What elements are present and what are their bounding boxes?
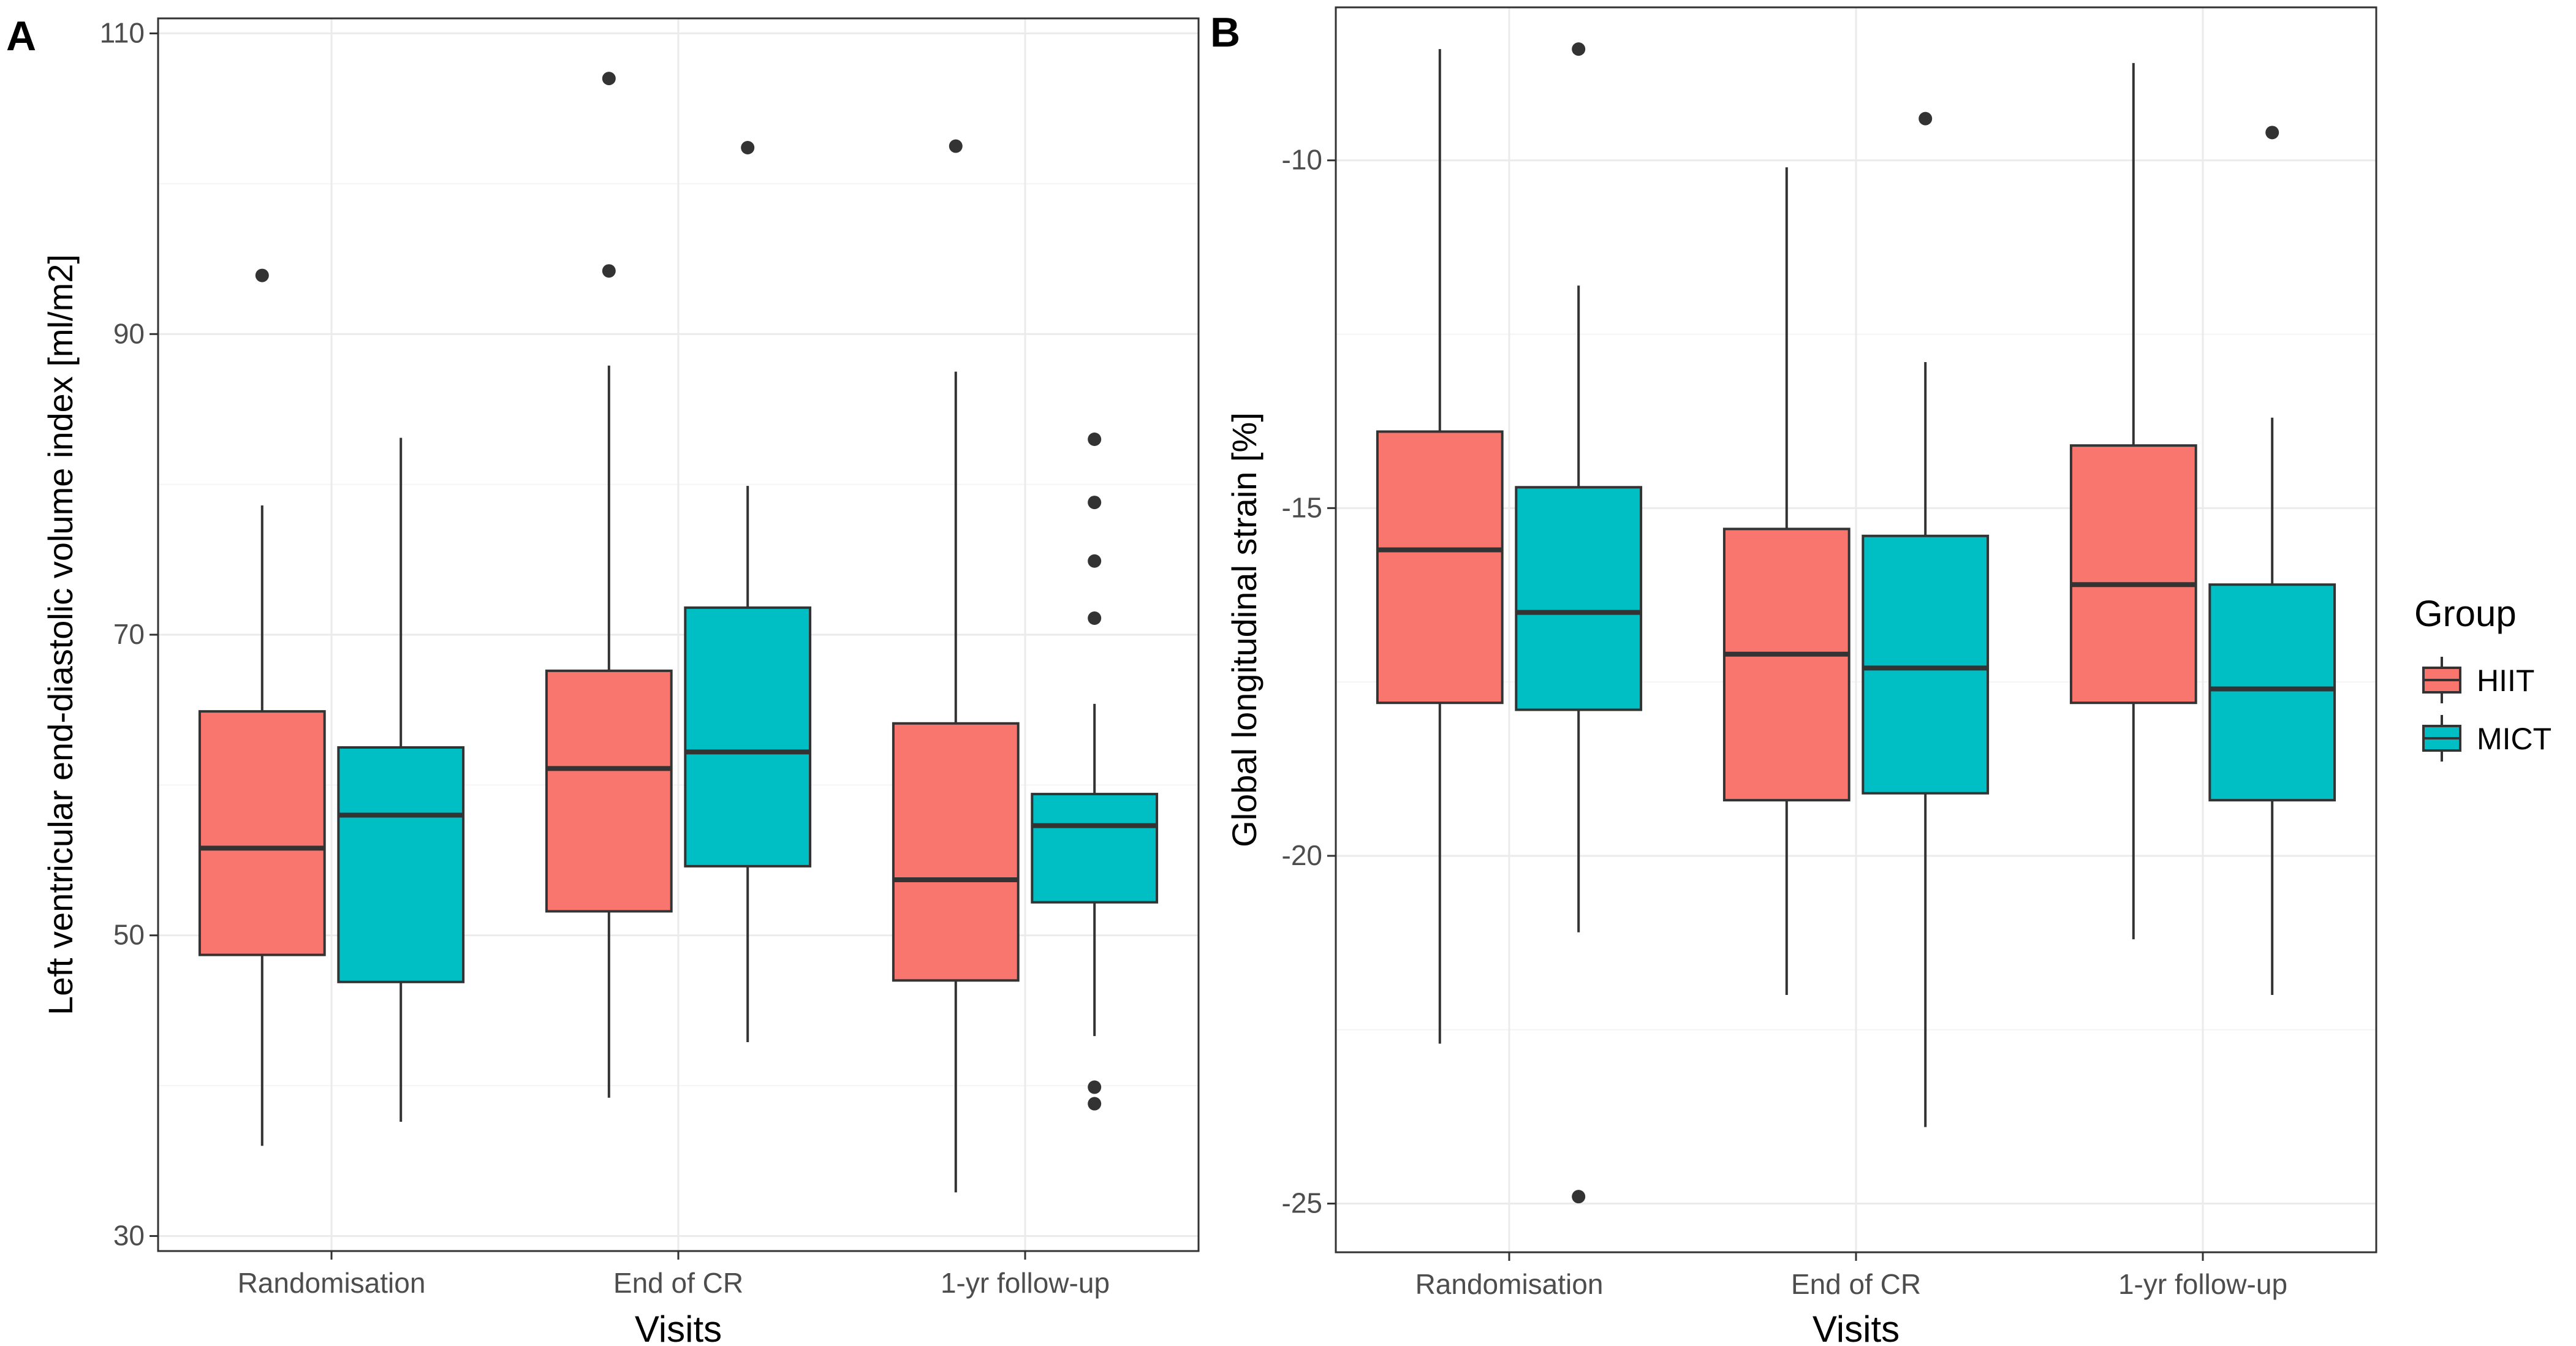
outlier-point xyxy=(1088,433,1102,447)
panel-a-grid xyxy=(158,18,1199,1251)
panel-a-letter: A xyxy=(6,13,36,59)
box-hiit-2 xyxy=(2069,62,2197,940)
box-body xyxy=(2208,583,2336,802)
box-hiit-1 xyxy=(1722,167,1851,995)
panel-a-y-ticks: 30 50 70 90 110 xyxy=(100,17,158,1251)
x-tick-label: 1-yr follow-up xyxy=(2118,1268,2287,1300)
legend-item-hiit: HIIT xyxy=(2422,657,2534,703)
outlier-point xyxy=(1919,112,1933,126)
box-body xyxy=(1376,430,1504,705)
box-hiit-0 xyxy=(1376,49,1504,1044)
outlier-point xyxy=(2265,126,2279,140)
outlier-point xyxy=(602,72,616,86)
box-mict-1 xyxy=(1862,112,1990,1127)
x-tick-label: 1-yr follow-up xyxy=(941,1267,1110,1299)
panel-a: 30 50 70 90 110 Randomisation End of CR 1-yr f… xyxy=(6,13,1200,1346)
y-tick-label: 70 xyxy=(113,618,145,650)
legend-label-mict: MICT xyxy=(2477,722,2551,756)
y-tick-label: -20 xyxy=(1282,839,1322,871)
outlier-point xyxy=(1572,1190,1586,1204)
box-hiit-2 xyxy=(892,139,1020,1193)
outlier-point xyxy=(602,264,616,278)
outlier-point xyxy=(1088,554,1102,568)
legend-item-mict: MICT xyxy=(2422,715,2551,762)
panel-a-boxes xyxy=(198,72,1159,1193)
panel-b-letter: B xyxy=(1210,9,1240,56)
y-tick-label: 90 xyxy=(113,317,145,349)
outlier-point xyxy=(1088,1097,1102,1111)
box-body xyxy=(1515,486,1643,711)
outlier-point xyxy=(741,141,755,155)
panel-b-x-ticks: Randomisation End of CR 1-yr follow-up xyxy=(1415,1252,2287,1300)
box-body xyxy=(2069,444,2197,705)
legend-title: Group xyxy=(2414,593,2517,634)
outlier-point xyxy=(1088,496,1102,510)
y-tick-label: -25 xyxy=(1282,1187,1322,1219)
outlier-point xyxy=(1088,1080,1102,1094)
box-body xyxy=(337,746,465,983)
panel-a-y-axis-title: Left ventricular end-diastolic volume in… xyxy=(41,254,80,1015)
outlier-point xyxy=(949,139,963,153)
box-mict-0 xyxy=(1515,42,1643,1204)
panel-b: -25 -20 -15 -10 Randomisation End of CR 1-yr … xyxy=(1210,6,2377,1346)
box-body xyxy=(1722,527,1851,802)
panel-b-grid xyxy=(1336,7,2376,1252)
box-body xyxy=(684,606,812,868)
box-body xyxy=(1031,793,1159,904)
panel-a-x-ticks: Randomisation End of CR 1-yr follow-up xyxy=(238,1251,1110,1299)
y-tick-label: 50 xyxy=(113,919,145,951)
x-tick-label: End of CR xyxy=(1791,1268,1921,1300)
panel-b-boxes xyxy=(1376,42,2336,1204)
box-mict-1 xyxy=(684,141,812,1042)
box-body xyxy=(198,710,326,956)
box-mict-2 xyxy=(1031,433,1159,1111)
outlier-point xyxy=(1572,42,1586,56)
panel-a-x-axis-title: Visits xyxy=(635,1309,722,1346)
panel-b-y-axis-title: Global longitudinal strain [%] xyxy=(1225,412,1263,847)
y-tick-label: 30 xyxy=(113,1219,145,1251)
box-hiit-1 xyxy=(545,72,673,1098)
box-hiit-0 xyxy=(198,268,326,1146)
x-tick-label: Randomisation xyxy=(238,1267,426,1299)
box-body xyxy=(545,669,673,913)
y-tick-label: -10 xyxy=(1282,144,1322,176)
panel-b-y-ticks: -25 -20 -15 -10 xyxy=(1282,144,1336,1219)
box-body xyxy=(1862,534,1990,795)
y-tick-label: -15 xyxy=(1282,491,1322,523)
x-tick-label: Randomisation xyxy=(1415,1268,1604,1300)
box-mict-2 xyxy=(2208,126,2336,995)
legend: Group HIIT MICT xyxy=(2414,593,2551,762)
outlier-point xyxy=(255,268,269,282)
box-body xyxy=(892,722,1020,982)
box-mict-0 xyxy=(337,437,465,1122)
legend-label-hiit: HIIT xyxy=(2477,664,2534,698)
y-tick-label: 110 xyxy=(100,17,145,49)
x-tick-label: End of CR xyxy=(613,1267,743,1299)
panel-b-x-axis-title: Visits xyxy=(1813,1309,1900,1346)
outlier-point xyxy=(1088,611,1102,626)
